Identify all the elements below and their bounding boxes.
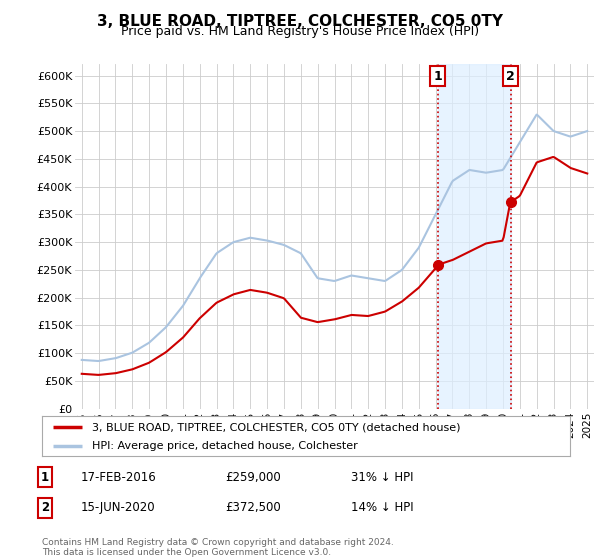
Text: 14% ↓ HPI: 14% ↓ HPI [351, 501, 413, 515]
Text: 1: 1 [41, 470, 49, 484]
Text: Contains HM Land Registry data © Crown copyright and database right 2024.
This d: Contains HM Land Registry data © Crown c… [42, 538, 394, 557]
Text: 2: 2 [506, 69, 515, 82]
Text: 2: 2 [41, 501, 49, 515]
Text: £372,500: £372,500 [225, 501, 281, 515]
Text: Price paid vs. HM Land Registry's House Price Index (HPI): Price paid vs. HM Land Registry's House … [121, 25, 479, 38]
Text: £259,000: £259,000 [225, 470, 281, 484]
Text: HPI: Average price, detached house, Colchester: HPI: Average price, detached house, Colc… [92, 441, 358, 451]
Text: 31% ↓ HPI: 31% ↓ HPI [351, 470, 413, 484]
Text: 17-FEB-2016: 17-FEB-2016 [81, 470, 157, 484]
Text: 3, BLUE ROAD, TIPTREE, COLCHESTER, CO5 0TY (detached house): 3, BLUE ROAD, TIPTREE, COLCHESTER, CO5 0… [92, 422, 461, 432]
Bar [437, 64, 511, 409]
Text: 3, BLUE ROAD, TIPTREE, COLCHESTER, CO5 0TY: 3, BLUE ROAD, TIPTREE, COLCHESTER, CO5 0… [97, 14, 503, 29]
Text: 15-JUN-2020: 15-JUN-2020 [81, 501, 155, 515]
Text: 1: 1 [433, 69, 442, 82]
